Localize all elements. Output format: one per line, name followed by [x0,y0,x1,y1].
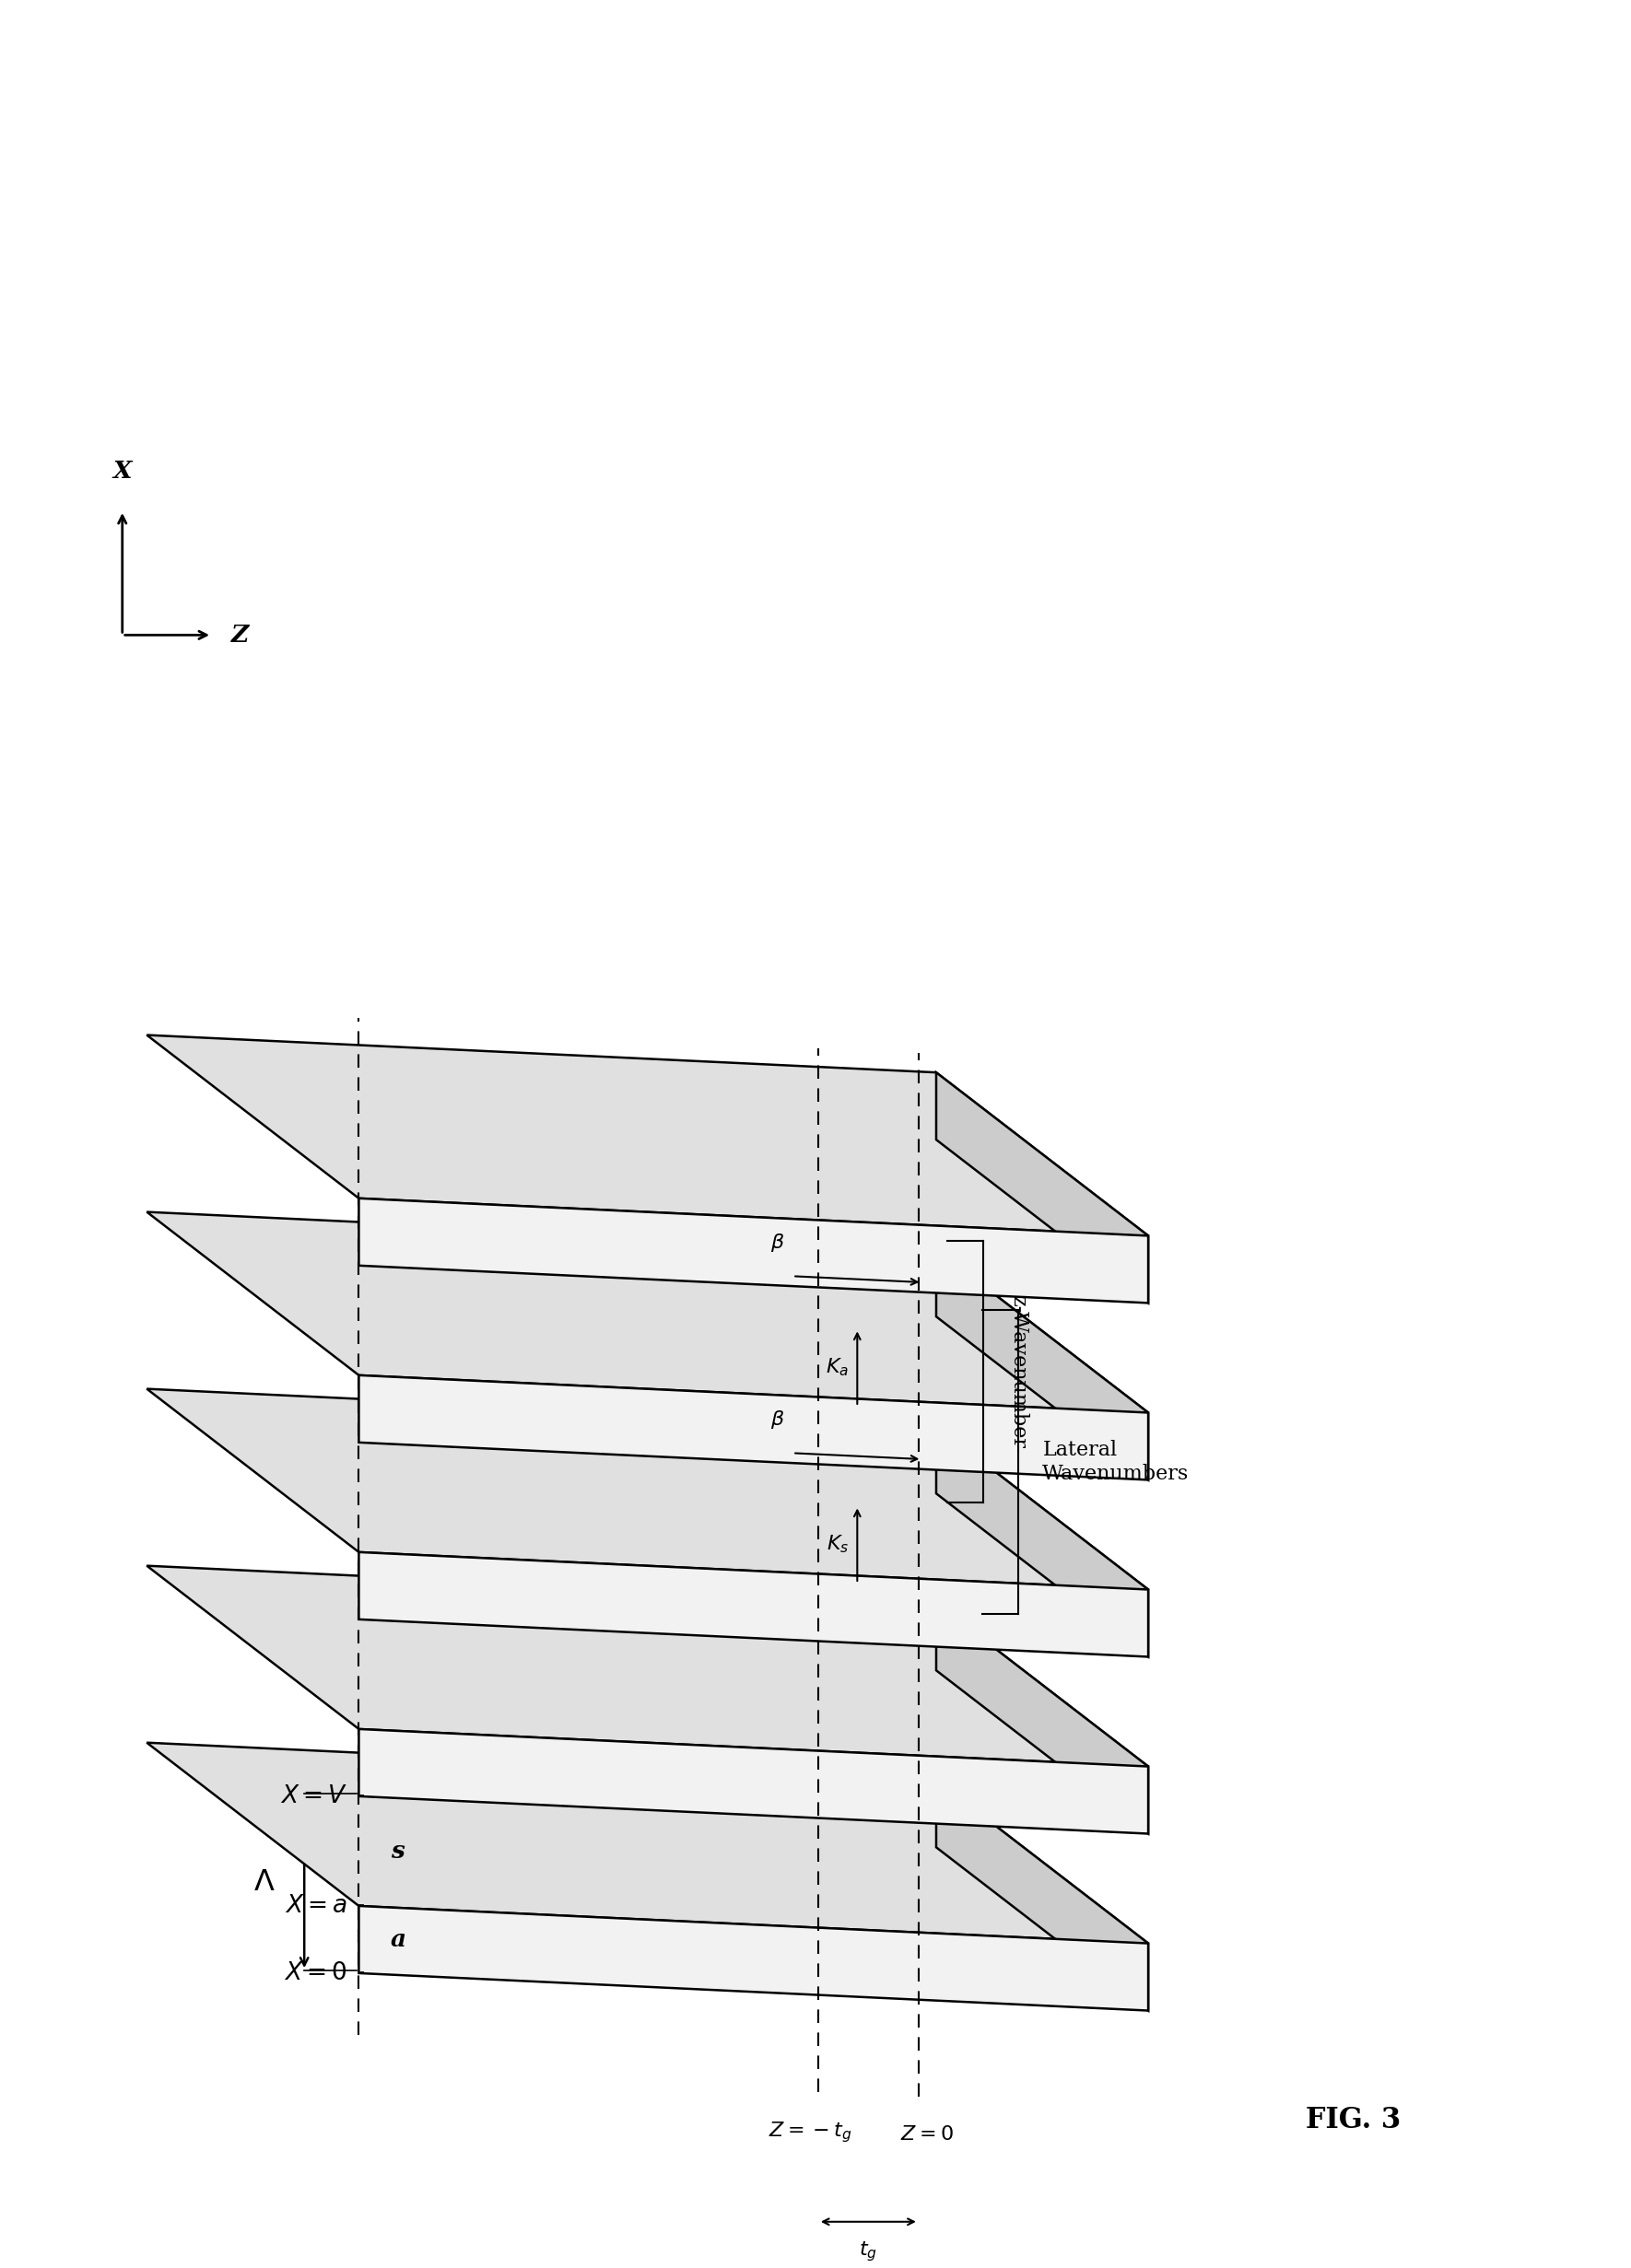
Text: Z: Z [232,624,250,646]
Polygon shape [359,1728,1148,1833]
Text: $X=a$: $X=a$ [285,1894,347,1916]
Polygon shape [936,1073,1148,1302]
Text: $t_g$: $t_g$ [860,2241,877,2263]
Polygon shape [359,1374,1148,1481]
Polygon shape [147,1034,1148,1236]
Text: $\Lambda$: $\Lambda$ [253,1869,276,1896]
Polygon shape [147,1211,1148,1413]
Text: $X=0$: $X=0$ [284,1962,347,1984]
Polygon shape [147,1565,1148,1767]
Polygon shape [147,1742,1148,1944]
Text: FIG. 3: FIG. 3 [1306,2107,1401,2134]
Text: $Z = -t_g$: $Z = -t_g$ [768,2118,851,2143]
Text: $X=V$: $X=V$ [281,1785,347,1808]
Polygon shape [147,1388,1148,1590]
Text: z-Wavenumber: z-Wavenumber [1008,1295,1028,1449]
Text: s: s [391,1839,404,1862]
Text: Lateral
Wavenumbers: Lateral Wavenumbers [1042,1440,1189,1483]
Text: a: a [391,1928,406,1950]
Polygon shape [936,1780,1148,2009]
Text: $\beta$: $\beta$ [770,1408,785,1431]
Polygon shape [359,1198,1148,1302]
Polygon shape [359,1551,1148,1656]
Text: $K_s$: $K_s$ [827,1533,850,1556]
Text: $K_a$: $K_a$ [825,1356,850,1379]
Text: X: X [113,460,132,483]
Polygon shape [936,1250,1148,1481]
Text: $Z = 0$: $Z = 0$ [900,2125,954,2146]
Text: $\beta$: $\beta$ [770,1232,785,1254]
Polygon shape [936,1603,1148,1833]
Polygon shape [936,1427,1148,1656]
Polygon shape [359,1905,1148,2009]
